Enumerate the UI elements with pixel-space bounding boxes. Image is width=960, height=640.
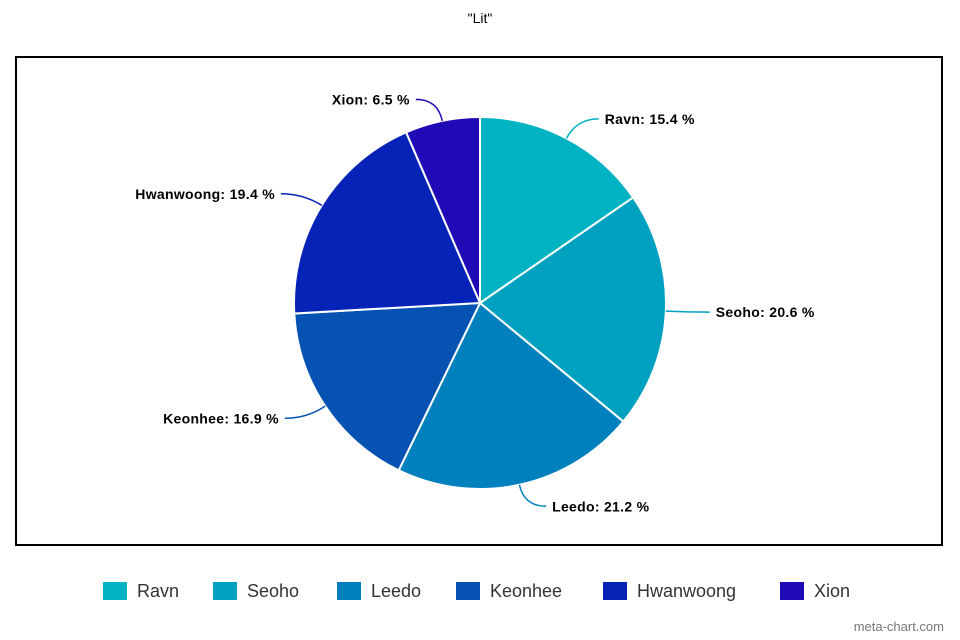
- legend-label: Keonhee: [490, 580, 563, 601]
- legend-item-xion[interactable]: Xion: [780, 577, 850, 605]
- label-connector-xion: [415, 98, 444, 122]
- legend-label: Ravn: [137, 580, 180, 601]
- watermark: meta-chart.com: [853, 619, 944, 634]
- legend-label: Hwanwoong: [637, 580, 737, 601]
- legend-label: Xion: [814, 580, 851, 601]
- slice-label-hwanwoong: Hwanwoong: 19.4 %: [135, 186, 275, 202]
- slice-label-ravn: Ravn: 15.4 %: [605, 111, 695, 127]
- pie-slice-xion[interactable]: [404, 115, 481, 304]
- legend-swatch: [213, 582, 237, 600]
- slice-label-seoho: Seoho: 20.6 %: [716, 304, 815, 320]
- legend-item-seoho[interactable]: Seoho: [213, 577, 299, 605]
- legend-label: Leedo: [371, 580, 422, 601]
- label-connector-seoho: [665, 310, 710, 313]
- legend-swatch: [603, 582, 627, 600]
- label-connector-leedo: [518, 484, 547, 508]
- legend-swatch: [456, 582, 480, 600]
- legend-swatch: [103, 582, 127, 600]
- label-connector-keonhee: [284, 405, 326, 420]
- legend-item-keonhee[interactable]: Keonhee: [456, 577, 562, 605]
- label-connector-ravn: [565, 118, 599, 139]
- legend: Ravn Seoho Leedo Keonhee Hwanwoong Xion: [0, 577, 960, 605]
- chart-title: "Lit": [467, 10, 493, 26]
- pie-slice-leedo[interactable]: [397, 301, 625, 490]
- legend-label: Seoho: [247, 580, 300, 601]
- label-connector-hwanwoong: [280, 193, 323, 206]
- slice-label-keonhee: Keonhee: 16.9 %: [163, 410, 279, 426]
- pie-slice-ravn[interactable]: [479, 115, 635, 305]
- legend-item-leedo[interactable]: Leedo: [337, 577, 421, 605]
- legend-swatch: [337, 582, 361, 600]
- plot-frame: [15, 56, 943, 546]
- legend-swatch: [780, 582, 804, 600]
- slice-label-leedo: Leedo: 21.2 %: [552, 498, 650, 514]
- pie-slice-seoho[interactable]: [478, 196, 667, 423]
- slice-label-xion: Xion: 6.5 %: [332, 91, 410, 107]
- legend-item-hwanwoong[interactable]: Hwanwoong: [603, 577, 736, 605]
- legend-item-ravn[interactable]: Ravn: [103, 577, 179, 605]
